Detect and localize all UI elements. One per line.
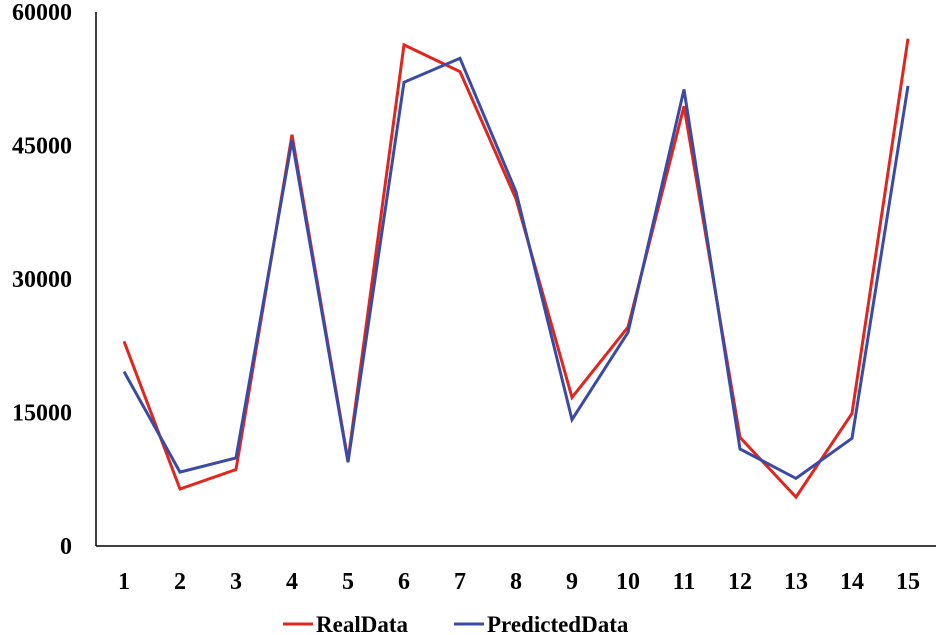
legend: RealData PredictedData bbox=[283, 612, 629, 635]
x-tick-label: 11 bbox=[673, 569, 696, 595]
y-tick-label: 30000 bbox=[12, 267, 72, 293]
y-tick-label: 60000 bbox=[12, 0, 72, 26]
x-tick-label: 3 bbox=[230, 569, 242, 595]
series-line-predicteddata bbox=[122, 56, 910, 481]
x-tick-label: 1 bbox=[118, 569, 130, 595]
x-tick-label: 4 bbox=[286, 569, 298, 595]
x-tick-label: 12 bbox=[728, 569, 752, 595]
y-tick-label: 0 bbox=[60, 534, 72, 560]
legend-label-realdata: RealData bbox=[316, 612, 408, 635]
x-tick-label: 14 bbox=[840, 569, 864, 595]
x-tick-label: 13 bbox=[784, 569, 808, 595]
y-tick-label: 15000 bbox=[12, 401, 72, 427]
x-tick-label: 10 bbox=[616, 569, 640, 595]
y-tick-label: 45000 bbox=[12, 134, 72, 160]
x-tick-label: 6 bbox=[398, 569, 410, 595]
series-lines bbox=[122, 38, 910, 500]
x-tick-label: 5 bbox=[342, 569, 354, 595]
legend-label-predicteddata: PredictedData bbox=[487, 612, 629, 635]
x-axis-ticks: 1 2 3 4 5 6 7 8 9 10 11 12 13 14 15 bbox=[118, 569, 920, 595]
x-tick-label: 7 bbox=[454, 569, 466, 595]
x-tick-label: 15 bbox=[896, 569, 920, 595]
x-tick-label: 8 bbox=[510, 569, 522, 595]
x-tick-label: 2 bbox=[174, 569, 186, 595]
y-axis-ticks: 0 15000 30000 45000 60000 bbox=[12, 0, 72, 560]
x-tick-label: 9 bbox=[566, 569, 578, 595]
